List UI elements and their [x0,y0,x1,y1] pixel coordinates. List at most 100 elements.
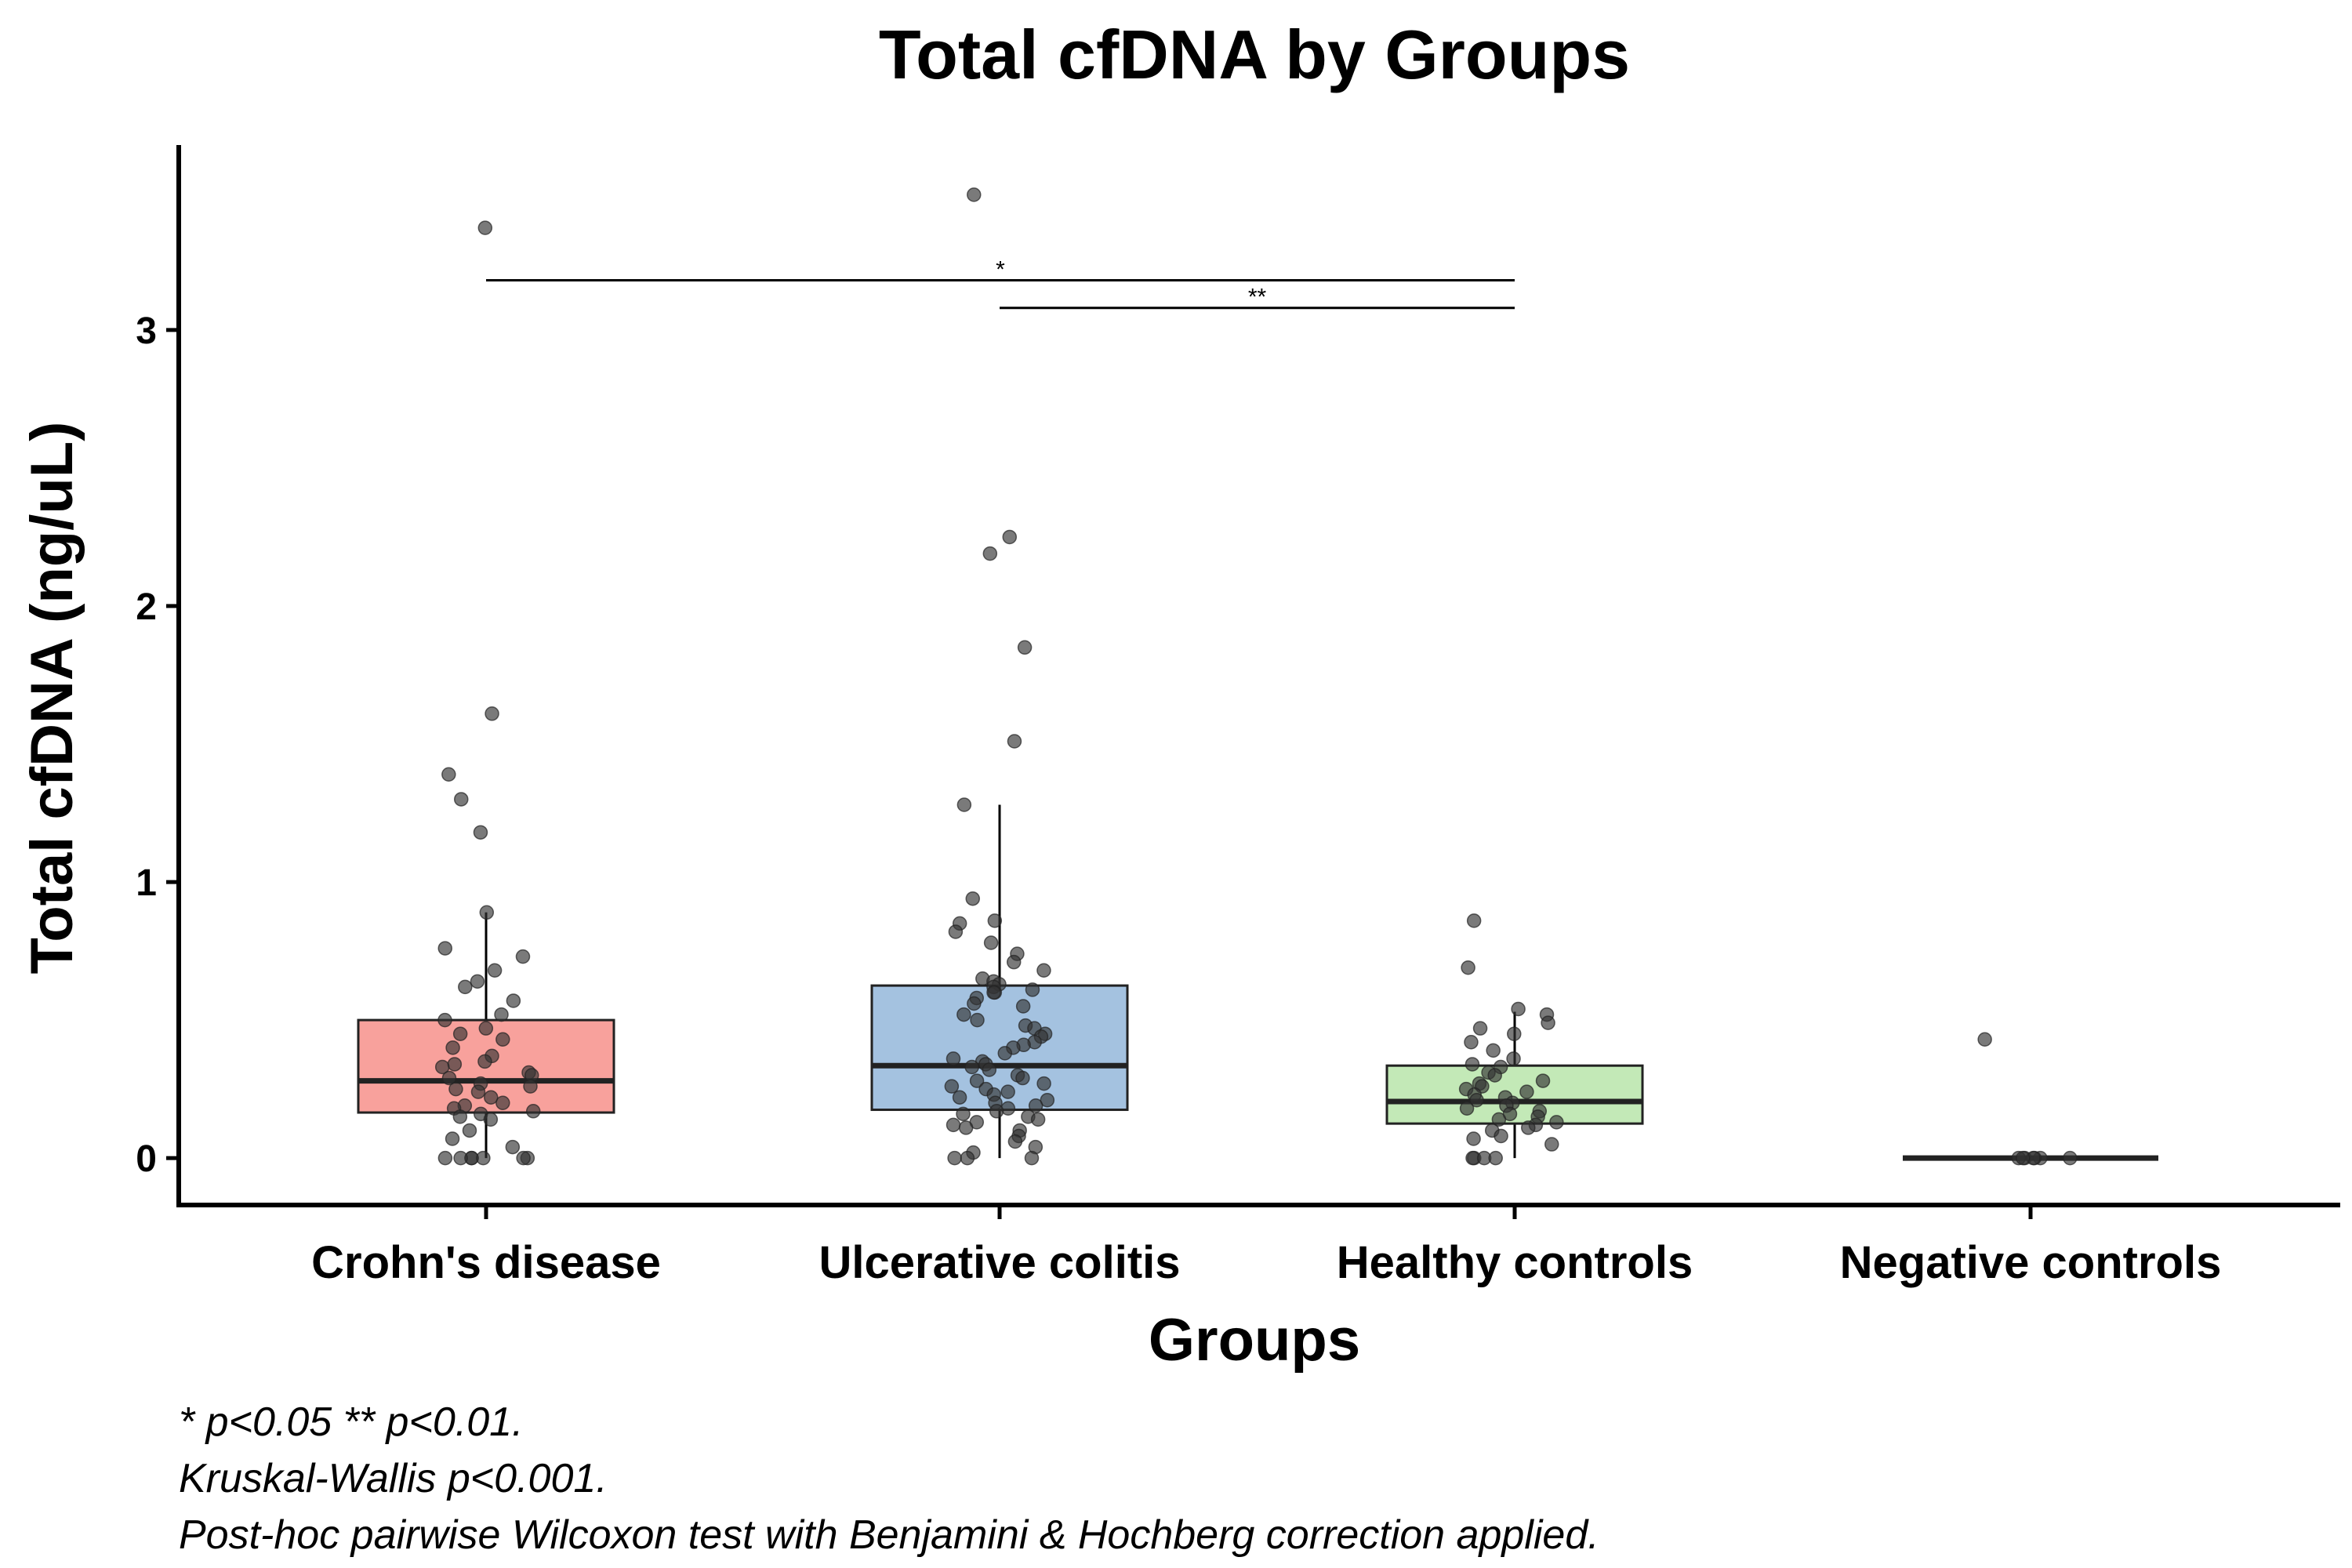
data-point [437,1012,452,1028]
caption-kruskal-line: Kruskal-Wallis p<0.001. [179,1456,608,1501]
data-point [989,1104,1004,1119]
data-point [477,220,493,235]
data-point [1491,1112,1507,1127]
significance-brackets: *** [486,257,1515,310]
data-point [948,924,964,939]
data-point [1977,1032,1992,1047]
data-point [478,1021,494,1036]
data-point [1466,913,1482,928]
data-point [1007,1134,1023,1149]
data-point [476,1150,491,1166]
x-tick-label: Ulcerative colitis [819,1237,1181,1288]
data-point [1519,1084,1534,1099]
data-point [1025,982,1040,997]
data-point [437,941,452,956]
data-point [437,1150,453,1166]
data-point [477,1054,492,1069]
data-point [1487,1068,1502,1083]
data-point [956,1106,971,1122]
point-layer [434,187,2078,1166]
data-point [1017,640,1033,655]
data-point [505,1139,521,1155]
data-point [452,1109,468,1124]
data-point [997,1046,1013,1061]
data-point [483,1090,499,1105]
data-point [965,891,981,906]
data-point [495,1095,510,1110]
y-tick-label: 3 [136,310,157,352]
x-axis-title: Groups [1149,1307,1360,1374]
data-point [1511,1001,1526,1017]
data-point [473,825,488,840]
data-point [982,1062,997,1077]
data-point [944,1079,960,1094]
data-point [987,913,1003,928]
x-tick-label: Negative controls [1840,1237,2222,1288]
data-point [958,1120,974,1135]
data-point [525,1104,541,1119]
x-tick-label: Healthy controls [1337,1237,1693,1288]
data-point [1544,1137,1559,1152]
y-tick-label: 1 [136,862,157,904]
data-point [1465,1057,1480,1072]
data-point [1459,1101,1475,1116]
data-point [470,974,485,989]
box-layer [357,804,2158,1161]
data-point [982,546,998,561]
data-point [983,935,999,950]
data-point [956,797,972,812]
data-point [483,1112,499,1127]
data-point [960,1150,975,1166]
data-point [1461,960,1475,975]
data-point [495,1032,510,1047]
data-point [969,1073,985,1088]
data-point [1488,1150,1503,1166]
data-point [946,1051,961,1066]
data-point [1506,1051,1521,1066]
data-point [1036,1076,1051,1091]
data-point [967,187,982,202]
data-point [1015,999,1031,1014]
data-point [1469,1092,1484,1108]
data-point [516,1150,531,1166]
data-point [479,905,495,920]
data-point [494,1007,509,1022]
data-point [487,963,503,978]
y-tick-label: 0 [136,1138,157,1180]
data-point [506,993,521,1008]
data-point [986,985,1001,1000]
data-point [1486,1043,1501,1058]
data-point [448,1081,463,1097]
data-point [441,767,456,782]
data-point [1464,1035,1479,1050]
caption-posthoc-line: Post-hoc pairwise Wilcoxon test with Ben… [179,1512,1599,1558]
data-point [458,979,473,995]
data-point [1000,1084,1015,1099]
data-point [947,1150,962,1166]
data-point [454,792,469,807]
data-point [434,1059,450,1075]
data-point [1521,1120,1536,1135]
chart-title: Total cfDNA by Groups [879,16,1630,93]
data-point [447,1057,463,1072]
data-point [452,1026,468,1041]
data-point [1007,734,1022,749]
data-point [1466,1131,1481,1146]
data-point [1549,1115,1564,1130]
data-point [1535,1073,1551,1088]
data-point [1028,1098,1044,1113]
data-point [1006,954,1022,970]
data-point [1472,1021,1488,1036]
data-point [1507,1026,1522,1041]
axes: 0 1 2 3 Crohn's disease Ulcerative colitis Hea… [136,145,2340,1288]
significance-label: ** [1248,285,1267,310]
data-point [462,1123,477,1138]
data-point [946,1117,961,1133]
caption-significance-line: * p<0.05 ** p<0.01. [179,1399,524,1445]
x-tick-label: Crohn's disease [311,1237,661,1288]
data-point [1015,1070,1030,1086]
data-point [1040,1092,1055,1108]
caption: * p<0.05 ** p<0.01. Kruskal-Wallis p<0.0… [179,1394,1599,1563]
data-point [1030,1112,1046,1127]
